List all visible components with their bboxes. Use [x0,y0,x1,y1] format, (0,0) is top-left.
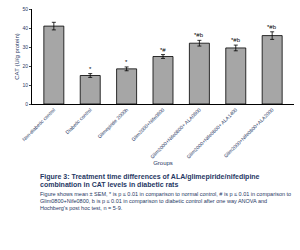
svg-text:*#: *# [160,47,166,53]
svg-text:Glim2000+Nife0800+ALA2000: Glim2000+Nife0800+ALA2000 [222,106,274,158]
svg-text:Groups: Groups [153,160,173,166]
svg-text:Diabetic control: Diabetic control [64,107,93,136]
svg-text:*#b: *#b [194,32,204,38]
svg-text:Non-diabetic control: Non-diabetic control [21,107,57,143]
svg-text:10: 10 [23,82,29,88]
html-text:Figure 3: Treatment time diffe: Figure 3: Treatment time differences of … [40,173,260,188]
svg-text:Glim2000+Nife0800+ ALA0800: Glim2000+Nife0800+ ALA0800 [149,106,202,159]
svg-text:40: 40 [23,25,29,31]
svg-text:30: 30 [23,44,29,50]
svg-text:*#b: *#b [231,37,241,43]
svg-text:20: 20 [23,63,29,69]
html-text:Figure shows mean ± SEM, * is: Figure shows mean ± SEM, * is p ≤ 0.01 i… [40,191,292,211]
svg-text:0: 0 [25,101,28,107]
svg-text:*: * [125,59,128,65]
svg-text:50: 50 [23,6,29,12]
svg-text:Glim2000+Nife0800: Glim2000+Nife0800 [130,106,166,142]
svg-text:*: * [89,66,92,72]
svg-text:CAT (U/g protein): CAT (U/g protein) [14,33,20,79]
svg-text:Glim2000+Nife0800+ ALA1400: Glim2000+Nife0800+ ALA1400 [185,106,238,159]
svg-text:Glimepiride 2000h: Glimepiride 2000h [96,106,129,139]
svg-text:*#b: *#b [267,24,277,30]
